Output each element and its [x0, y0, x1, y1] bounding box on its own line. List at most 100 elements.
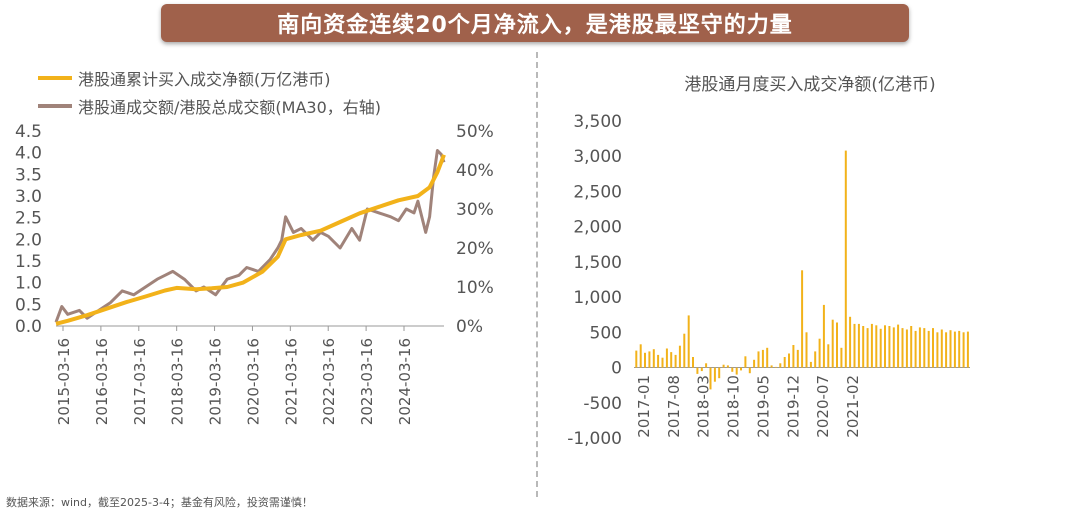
x-tick-label: 2020-03-16: [244, 338, 262, 425]
bar: [731, 367, 734, 372]
bar: [788, 353, 790, 368]
bar: [827, 344, 830, 368]
y-left-tick-label: 2.0: [15, 230, 42, 250]
bar: [753, 359, 756, 368]
bar: [892, 327, 895, 368]
y-tick-label: 3,500: [573, 112, 622, 132]
y-right-tick-label: 40%: [456, 161, 494, 181]
bar: [766, 347, 769, 368]
y-tick-label: 3,000: [573, 147, 622, 167]
y-left-tick-label: 2.5: [15, 209, 42, 229]
x-tick-label: 2018-03-16: [169, 338, 187, 425]
bar: [770, 365, 773, 368]
y-tick-label: 2,500: [573, 182, 622, 202]
y-right-tick-label: 0%: [456, 317, 483, 337]
y-tick-label: -1,000: [567, 429, 622, 449]
bar: [949, 330, 952, 368]
x-tick-label: 2019-05: [754, 375, 772, 438]
bar: [914, 330, 917, 368]
bar: [740, 367, 742, 371]
bar: [657, 354, 660, 368]
y-left-tick-label: 3.5: [15, 165, 42, 185]
bar: [857, 323, 860, 368]
bar: [923, 328, 926, 368]
bar: [805, 332, 808, 368]
bar: [652, 349, 655, 368]
x-tick-label: 2024-03-16: [396, 338, 414, 425]
banner-title: 南向资金连续20个月净流入，是港股最坚守的力量: [161, 4, 909, 42]
bar: [849, 316, 852, 368]
y-tick-label: 1,000: [573, 288, 622, 308]
x-tick-label: 2022-03-16: [320, 338, 338, 425]
bar: [801, 270, 804, 368]
bar: [836, 322, 838, 368]
bar: [665, 348, 668, 368]
legend-swatch-ratio: [38, 104, 72, 108]
bar: [910, 326, 913, 368]
y-left-tick-label: 0.0: [15, 317, 42, 337]
bar: [639, 344, 642, 368]
bar: [940, 329, 943, 368]
x-tick-label: 2019-03-16: [207, 338, 225, 425]
bar: [844, 150, 847, 368]
bar: [814, 351, 817, 368]
bar: [918, 327, 921, 368]
bar: [783, 357, 786, 368]
legend-item-cumulative: 港股通累计买入成交净额(万亿港币): [38, 64, 381, 92]
bar: [953, 331, 956, 368]
bar: [870, 323, 873, 368]
x-tick-label: 2018-10: [725, 375, 743, 438]
bar: [796, 349, 799, 368]
y-right-tick-label: 30%: [456, 200, 494, 220]
bar: [678, 345, 681, 368]
bar: [866, 328, 869, 368]
bar: [696, 367, 699, 374]
bar: [722, 364, 725, 368]
bar: [958, 330, 961, 368]
y-tick-label: 1,500: [573, 253, 622, 273]
bar: [661, 357, 664, 368]
legend-label-ratio: 港股通成交额/港股总成交额(MA30，右轴): [78, 98, 381, 117]
bar: [901, 328, 904, 368]
bar: [757, 351, 760, 368]
bar: [932, 328, 934, 368]
x-tick-label: 2023-03-16: [358, 338, 376, 425]
x-tick-label: 2021-03-16: [282, 338, 300, 425]
bar: [779, 363, 782, 368]
left-line-chart: 0.00.51.01.52.02.53.03.54.04.5 0% 10% 20% 30…: [15, 122, 494, 425]
left-chart-legend: 港股通累计买入成交净额(万亿港币) 港股通成交额/港股总成交额(MA30，右轴): [38, 64, 381, 120]
y-left-tick-label: 1.0: [15, 274, 42, 294]
bar: [674, 354, 677, 368]
bar: [761, 349, 764, 368]
bar: [774, 366, 777, 368]
bar: [879, 328, 882, 368]
right-chart-title: 港股通月度买入成交净额(亿港币): [684, 75, 936, 95]
legend-label-cumulative: 港股通累计买入成交净额(万亿港币): [78, 70, 331, 89]
bar: [905, 329, 908, 368]
bar: [692, 357, 694, 368]
y-left-tick-label: 0.5: [15, 295, 42, 315]
x-tick-label: 2017-08: [665, 375, 683, 438]
bar: [748, 367, 751, 374]
bar: [809, 361, 812, 368]
y-left-tick-label: 1.5: [15, 252, 42, 272]
bar: [897, 324, 900, 368]
bar: [936, 332, 939, 368]
bar: [718, 367, 721, 379]
y-left-tick-label: 4.5: [15, 122, 42, 142]
y-left-tick-label: 3.0: [15, 187, 42, 207]
x-tick-label: 2015-03-16: [55, 338, 73, 425]
y-tick-label: -500: [583, 394, 622, 414]
bar: [713, 367, 716, 382]
bar: [818, 338, 821, 368]
bar: [635, 350, 638, 368]
bar: [945, 332, 948, 368]
series-line-ratio: [54, 149, 446, 323]
bar: [705, 363, 708, 368]
bar: [888, 326, 891, 368]
bar: [735, 367, 738, 375]
bar: [683, 333, 686, 368]
bar: [853, 323, 856, 368]
y-right-tick-label: 50%: [456, 122, 494, 142]
bar: [840, 347, 843, 368]
